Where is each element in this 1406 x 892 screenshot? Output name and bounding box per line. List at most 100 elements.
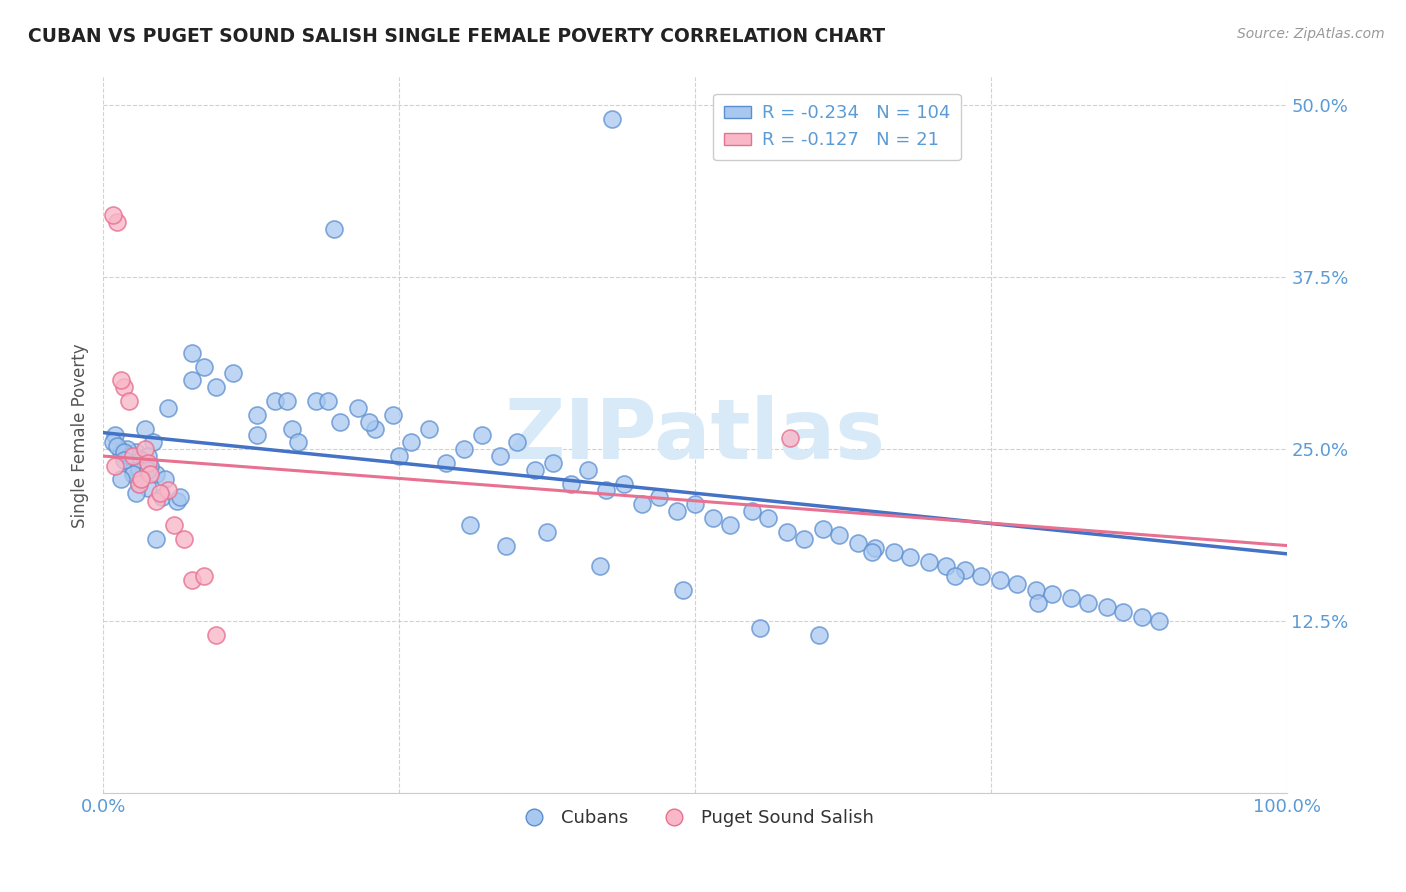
Point — [125, 486, 148, 500]
Point — [793, 532, 815, 546]
Point — [1060, 591, 1083, 605]
Point — [136, 456, 159, 470]
Point — [1040, 587, 1063, 601]
Y-axis label: Single Female Poverty: Single Female Poverty — [72, 343, 89, 528]
Point — [204, 628, 226, 642]
Point — [488, 449, 510, 463]
Point — [388, 449, 411, 463]
Point — [953, 563, 976, 577]
Point — [149, 486, 172, 500]
Point — [180, 373, 202, 387]
Point — [1025, 582, 1047, 597]
Point — [110, 373, 132, 387]
Point — [222, 367, 245, 381]
Point — [672, 582, 695, 597]
Point — [263, 394, 285, 409]
Point — [305, 394, 328, 409]
Point — [145, 532, 167, 546]
Point — [276, 394, 298, 409]
Point — [163, 517, 186, 532]
Point — [246, 428, 269, 442]
Point — [883, 545, 905, 559]
Point — [180, 346, 202, 360]
Point — [1130, 610, 1153, 624]
Point — [970, 569, 993, 583]
Point — [418, 421, 440, 435]
Point — [180, 573, 202, 587]
Point — [134, 442, 156, 457]
Point — [918, 555, 941, 569]
Point — [943, 569, 966, 583]
Point — [630, 497, 652, 511]
Point — [808, 628, 831, 642]
Point — [648, 491, 671, 505]
Point — [101, 208, 124, 222]
Point — [104, 458, 127, 473]
Point — [863, 541, 886, 556]
Point — [115, 442, 138, 457]
Point — [613, 476, 636, 491]
Point — [128, 476, 150, 491]
Point — [204, 380, 226, 394]
Point — [129, 456, 152, 470]
Point — [110, 473, 132, 487]
Point — [150, 491, 173, 505]
Point — [287, 435, 309, 450]
Point — [121, 467, 143, 481]
Point — [101, 435, 124, 450]
Point — [359, 415, 381, 429]
Point — [749, 621, 772, 635]
Point — [898, 549, 921, 564]
Point — [741, 504, 763, 518]
Point — [1077, 596, 1099, 610]
Point — [153, 473, 176, 487]
Point — [506, 435, 529, 450]
Point — [1005, 577, 1028, 591]
Point — [125, 445, 148, 459]
Point — [935, 559, 957, 574]
Point — [453, 442, 475, 457]
Point — [166, 494, 188, 508]
Point — [811, 522, 834, 536]
Point — [382, 408, 405, 422]
Point — [600, 112, 623, 126]
Point — [846, 535, 869, 549]
Point — [1112, 605, 1135, 619]
Point — [860, 545, 883, 559]
Point — [471, 428, 494, 442]
Text: ZIPatlas: ZIPatlas — [505, 395, 886, 476]
Point — [105, 439, 128, 453]
Text: CUBAN VS PUGET SOUND SALISH SINGLE FEMALE POVERTY CORRELATION CHART: CUBAN VS PUGET SOUND SALISH SINGLE FEMAL… — [28, 27, 886, 45]
Point — [136, 449, 159, 463]
Point — [1147, 614, 1170, 628]
Point — [322, 222, 344, 236]
Point — [702, 511, 724, 525]
Point — [139, 467, 162, 481]
Point — [776, 524, 799, 539]
Point — [110, 445, 132, 459]
Point — [458, 517, 481, 532]
Legend: Cubans, Puget Sound Salish: Cubans, Puget Sound Salish — [509, 802, 880, 834]
Point — [173, 532, 195, 546]
Point — [718, 517, 741, 532]
Point — [316, 394, 339, 409]
Point — [129, 453, 152, 467]
Point — [779, 431, 801, 445]
Point — [157, 401, 180, 415]
Point — [329, 415, 352, 429]
Point — [139, 458, 162, 473]
Point — [121, 463, 143, 477]
Point — [281, 421, 304, 435]
Point — [576, 463, 599, 477]
Point — [105, 215, 128, 229]
Point — [145, 467, 167, 481]
Point — [560, 476, 582, 491]
Point — [589, 559, 612, 574]
Point — [399, 435, 422, 450]
Point — [121, 449, 143, 463]
Point — [114, 380, 136, 394]
Point — [595, 483, 617, 498]
Point — [364, 421, 387, 435]
Point — [136, 481, 159, 495]
Point — [536, 524, 558, 539]
